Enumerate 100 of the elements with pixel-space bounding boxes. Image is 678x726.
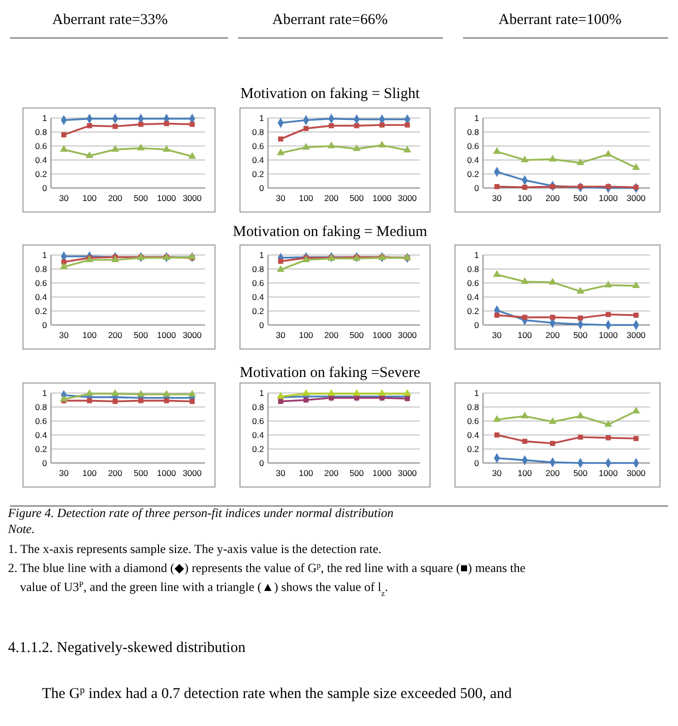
x-tick-label: 100 <box>518 330 532 340</box>
y-tick-label: 0.6 <box>467 140 480 151</box>
x-tick-label: 1000 <box>157 468 176 478</box>
y-tick-label: 0 <box>42 182 48 193</box>
x-tick-label: 100 <box>298 468 314 478</box>
x-tick-label: 1000 <box>372 330 392 340</box>
x-tick-label: 30 <box>492 330 502 340</box>
y-tick-label: 0.8 <box>467 402 480 412</box>
x-tick-label: 100 <box>82 330 97 340</box>
y-tick-label: 0 <box>42 320 48 330</box>
x-tick-label: 1000 <box>372 468 392 478</box>
text: value of U3$^{P}$, and the green line with a triangle (▲) shows the value of l$_{z}$. <box>20 580 388 598</box>
x-tick-label: 200 <box>108 330 123 340</box>
y-tick-label: 0.2 <box>252 306 264 316</box>
y-tick-label: 0.4 <box>35 292 48 302</box>
y-tick-label: 0.4 <box>252 292 264 302</box>
x-tick-label: 30 <box>59 330 69 340</box>
y-tick-label: 1 <box>42 112 48 123</box>
x-tick-label: 500 <box>134 468 148 478</box>
x-tick-label: 100 <box>518 193 532 203</box>
x-tick-label: 500 <box>573 193 588 203</box>
y-tick-label: 0 <box>474 458 480 468</box>
y-tick-label: 0.4 <box>467 430 480 440</box>
x-tick-label: 1000 <box>157 330 176 340</box>
x-tick-label: 1000 <box>598 468 618 478</box>
y-tick-label: 0.2 <box>35 444 48 454</box>
text: 4.1.1.2. Negatively-skewed distribution <box>8 640 246 656</box>
text: Motivation on faking =Severe <box>240 365 421 381</box>
x-tick-label: 1000 <box>372 193 392 203</box>
y-tick-label: 1 <box>259 250 264 260</box>
y-tick-label: 0 <box>259 320 264 330</box>
x-tick-label: 200 <box>324 330 339 340</box>
y-tick-label: 0.8 <box>35 402 48 412</box>
x-tick-label: 3000 <box>182 468 202 478</box>
y-tick-label: 0.2 <box>35 306 48 316</box>
x-tick-label: 3000 <box>182 330 202 340</box>
x-tick-label: 200 <box>324 468 339 478</box>
y-tick-label: 0.6 <box>252 140 264 151</box>
y-tick-label: 0.8 <box>252 264 264 274</box>
y-tick-label: 1 <box>42 388 48 398</box>
caption: Figure 4. Detection rate of three person-fit indices under normal distribution <box>7 506 394 520</box>
y-tick-label: 1 <box>42 250 48 260</box>
y-tick-label: 1 <box>474 388 480 398</box>
y-tick-label: 0.8 <box>35 126 48 137</box>
x-tick-label: 3000 <box>182 193 202 203</box>
y-tick-label: 0.2 <box>252 444 264 454</box>
x-tick-label: 100 <box>82 193 97 203</box>
x-tick-label: 200 <box>545 330 560 340</box>
text: Aberrant rate=66% <box>272 12 388 28</box>
y-tick-label: 0.8 <box>467 264 480 274</box>
y-tick-label: 0.2 <box>252 168 264 179</box>
y-tick-label: 0.4 <box>252 154 264 165</box>
text: Motivation on faking = Medium <box>232 224 428 240</box>
x-tick-label: 30 <box>276 468 286 478</box>
x-tick-label: 200 <box>545 193 560 203</box>
x-tick-label: 100 <box>82 468 97 478</box>
x-tick-label: 200 <box>108 193 123 203</box>
x-tick-label: 100 <box>518 468 532 478</box>
x-tick-label: 1000 <box>598 330 618 340</box>
x-tick-label: 500 <box>573 468 588 478</box>
y-tick-label: 0.2 <box>467 306 480 316</box>
y-tick-label: 0.8 <box>35 264 48 274</box>
y-tick-label: 0.4 <box>467 154 480 165</box>
x-tick-label: 500 <box>350 193 364 203</box>
x-tick-label: 1000 <box>598 193 618 203</box>
y-tick-label: 1 <box>474 112 480 123</box>
x-tick-label: 500 <box>134 193 148 203</box>
y-tick-label: 0.6 <box>35 140 48 151</box>
y-tick-label: 0.6 <box>35 416 48 426</box>
x-tick-label: 500 <box>573 330 588 340</box>
x-tick-label: 3000 <box>626 468 646 478</box>
y-tick-label: 0.6 <box>467 278 480 288</box>
y-tick-label: 0.2 <box>35 168 48 179</box>
x-tick-label: 3000 <box>626 330 646 340</box>
y-tick-label: 0 <box>474 182 480 193</box>
x-tick-label: 200 <box>324 193 339 203</box>
y-tick-label: 0.4 <box>35 154 48 165</box>
y-tick-label: 1 <box>259 388 264 398</box>
text: Motivation on faking = Slight <box>240 86 420 102</box>
y-tick-label: 0.8 <box>252 402 264 412</box>
y-tick-label: 1 <box>259 112 264 123</box>
y-tick-label: 0.6 <box>252 278 264 288</box>
y-tick-label: 1 <box>474 250 480 260</box>
y-tick-label: 0 <box>259 182 264 193</box>
y-tick-label: 0.4 <box>252 430 264 440</box>
x-tick-label: 500 <box>134 330 148 340</box>
text: Aberrant rate=33% <box>52 12 168 28</box>
x-tick-label: 30 <box>492 468 502 478</box>
x-tick-label: 3000 <box>398 193 418 203</box>
text: The G$^{p}$ index had a 0.7 detection rate when the sample size exceeded 500, and <box>42 684 512 702</box>
y-tick-label: 0.2 <box>467 168 480 179</box>
text: Note. <box>7 522 35 536</box>
y-tick-label: 0 <box>259 458 264 468</box>
x-tick-label: 30 <box>59 468 69 478</box>
y-tick-label: 0.4 <box>35 430 48 440</box>
x-tick-label: 1000 <box>157 193 176 203</box>
text: 2. The blue line with a diamond (◆) represents the value of G$^{p}$, the red line with a square (■) means the <box>8 560 526 575</box>
x-tick-label: 100 <box>298 193 314 203</box>
x-tick-label: 200 <box>545 468 560 478</box>
text: Aberrant rate=100% <box>498 12 622 28</box>
